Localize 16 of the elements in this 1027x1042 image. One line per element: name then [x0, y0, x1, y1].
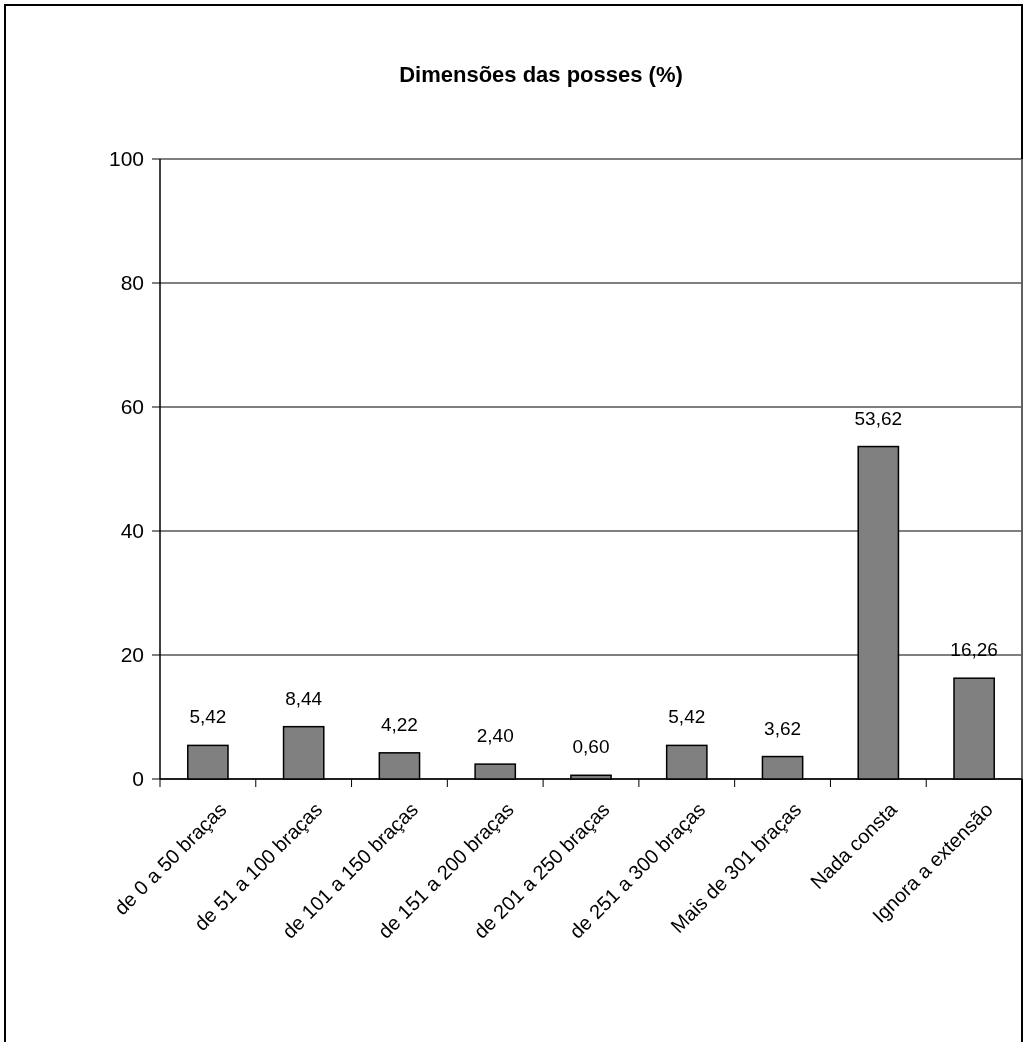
y-tick-label: 100 — [108, 147, 144, 171]
y-tick-label: 80 — [120, 271, 144, 295]
chart-title: Dimensões das posses (%) — [399, 62, 683, 87]
data-label: 3,62 — [764, 717, 802, 739]
y-tick-label: 60 — [120, 395, 144, 419]
data-label: 5,42 — [189, 706, 227, 728]
data-label: 0,60 — [572, 736, 610, 758]
data-label: 8,44 — [285, 687, 323, 709]
data-label: 5,42 — [668, 706, 706, 728]
data-label: 4,22 — [380, 713, 418, 735]
data-label: 2,40 — [476, 725, 514, 747]
data-label: 16,26 — [950, 639, 998, 661]
y-tick-label: 40 — [120, 519, 144, 543]
y-tick-label: 20 — [120, 643, 144, 667]
data-label: 53,62 — [854, 407, 903, 429]
y-tick-label: 0 — [132, 767, 144, 791]
